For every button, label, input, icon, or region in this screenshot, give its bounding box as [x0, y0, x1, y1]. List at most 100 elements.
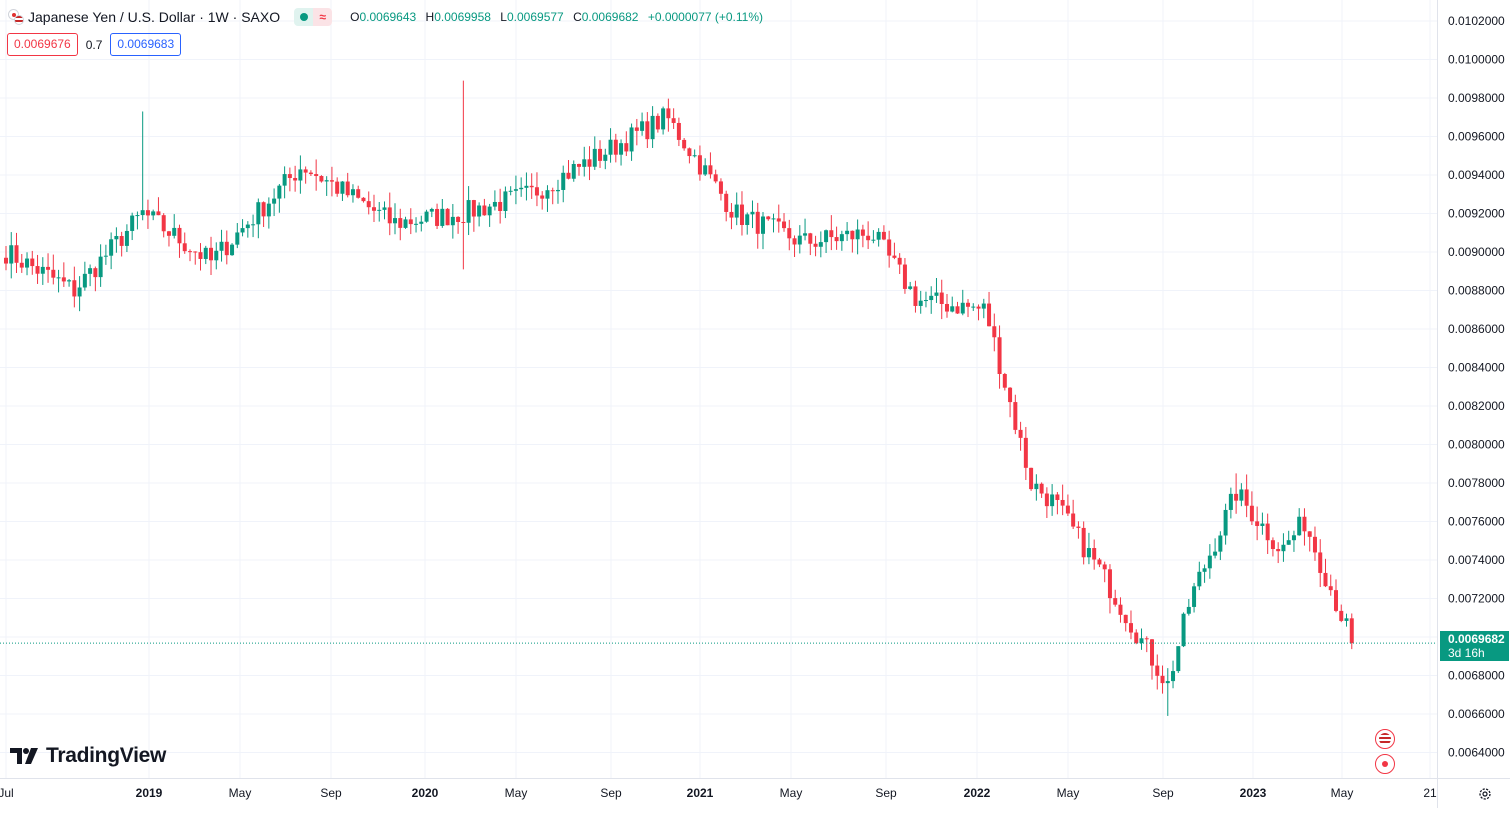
- candle-body: [571, 163, 576, 179]
- market-status-pill[interactable]: ≈: [294, 8, 333, 26]
- candle: [1076, 521, 1081, 539]
- candle-body: [687, 148, 692, 157]
- candle: [461, 80, 466, 270]
- candle: [1118, 597, 1123, 623]
- candle: [1181, 612, 1186, 648]
- candle: [566, 160, 571, 180]
- candle: [377, 202, 382, 222]
- candle: [682, 137, 687, 151]
- candle: [1281, 533, 1286, 562]
- candle-body: [198, 252, 203, 259]
- candle: [303, 166, 308, 184]
- symbol-title[interactable]: Japanese Yen / U.S. Dollar · 1W · SAXO: [28, 9, 281, 25]
- candle-body: [829, 230, 834, 238]
- candle-body: [1150, 639, 1155, 666]
- price-tick-label: 0.0088000: [1448, 284, 1505, 298]
- candle-body: [177, 227, 182, 244]
- candle: [871, 230, 876, 244]
- candle: [329, 166, 334, 197]
- candle: [1086, 532, 1091, 565]
- event-marker-icon[interactable]: [1375, 754, 1395, 774]
- candle: [498, 188, 503, 224]
- candle-body: [282, 174, 287, 186]
- price-tick-label: 0.0080000: [1448, 438, 1505, 452]
- candle: [750, 200, 755, 229]
- candle-body: [729, 211, 734, 218]
- time-axis[interactable]: Jul 2019 May Sep 2020 May Sep 2021 May Sep 2022 May…: [0, 778, 1437, 808]
- candle: [745, 212, 750, 235]
- candle-body: [676, 122, 681, 140]
- candle-body: [40, 266, 45, 274]
- candle-body: [655, 115, 660, 130]
- candle-body: [834, 237, 839, 242]
- chart-pane[interactable]: Japanese Yen / U.S. Dollar · 1W · SAXO ≈…: [0, 0, 1437, 778]
- candle-body: [1249, 505, 1254, 522]
- candle-body: [797, 235, 802, 245]
- candle-body: [1134, 632, 1139, 644]
- candle: [1323, 558, 1328, 588]
- candle: [130, 212, 135, 241]
- candle: [1165, 668, 1170, 716]
- candle-body: [182, 243, 187, 252]
- candle: [929, 286, 934, 314]
- candle-body: [1260, 523, 1265, 526]
- candle-body: [1039, 483, 1044, 494]
- economic-event-us-icon[interactable]: [1375, 729, 1395, 749]
- candle-body: [1197, 571, 1202, 587]
- candle: [308, 170, 313, 176]
- candle-body: [1018, 429, 1023, 438]
- wave-icon: ≈: [313, 8, 333, 26]
- candle: [219, 229, 224, 262]
- candle: [992, 313, 997, 352]
- candle: [387, 192, 392, 236]
- candle-body: [1270, 540, 1275, 550]
- candle: [1013, 394, 1018, 435]
- candle: [319, 175, 324, 183]
- candle: [1123, 614, 1128, 632]
- candle: [1307, 531, 1312, 552]
- price-tick-label: 0.0068000: [1448, 669, 1505, 683]
- candle-body: [387, 207, 392, 224]
- candle: [640, 112, 645, 136]
- candle: [755, 202, 760, 249]
- candle-body: [1234, 493, 1239, 501]
- candle-body: [98, 256, 103, 278]
- candle-body: [1002, 374, 1007, 388]
- candle: [829, 215, 834, 251]
- candle: [366, 191, 371, 215]
- buy-price-button[interactable]: 0.0069683: [110, 33, 182, 56]
- candle: [892, 242, 897, 260]
- candle-body: [771, 218, 776, 220]
- candle-body: [987, 303, 992, 327]
- candle: [782, 213, 787, 232]
- sell-price-button[interactable]: 0.0069676: [7, 33, 78, 56]
- candle: [245, 221, 250, 238]
- price-axis[interactable]: 0.0102000 0.0100000 0.0098000 0.0096000 0.00…: [1437, 0, 1510, 778]
- candle: [939, 279, 944, 320]
- candle: [634, 118, 639, 146]
- candle-body: [1086, 548, 1091, 558]
- candle-body: [366, 201, 371, 208]
- candle: [224, 230, 229, 265]
- candle: [950, 296, 955, 313]
- candle: [524, 172, 529, 201]
- candle-body: [214, 250, 219, 261]
- candle: [792, 235, 797, 257]
- candle: [1223, 503, 1228, 545]
- currency-flags-icon: [8, 9, 24, 25]
- candle-body: [1139, 638, 1144, 644]
- candle: [482, 198, 487, 216]
- candle-body: [1076, 526, 1081, 528]
- candlestick-plot[interactable]: [0, 0, 1437, 778]
- candle: [1213, 538, 1218, 559]
- candle: [766, 215, 771, 221]
- candle: [708, 152, 713, 179]
- candle: [923, 291, 928, 308]
- candle-body: [1318, 552, 1323, 573]
- tradingview-logo[interactable]: TradingView: [10, 744, 166, 768]
- candle-body: [1239, 489, 1244, 501]
- candle-body: [371, 207, 376, 211]
- candle-body: [498, 201, 503, 212]
- candle: [156, 197, 161, 216]
- settings-gear-icon[interactable]: [1477, 786, 1493, 802]
